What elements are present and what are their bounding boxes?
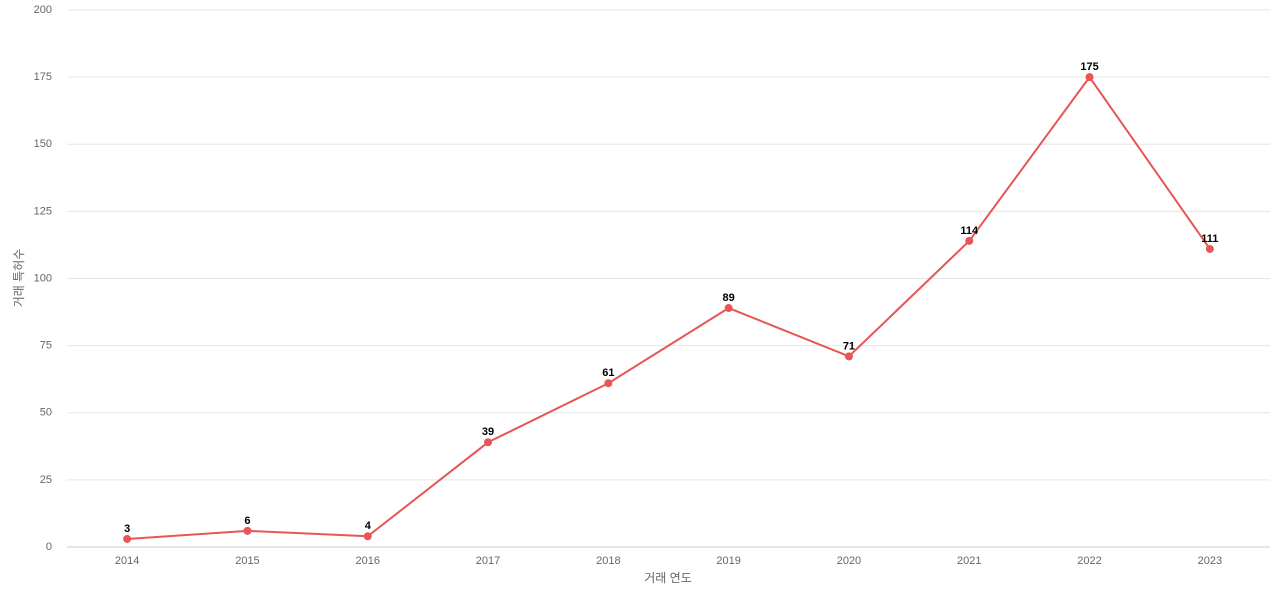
value-label: 114 [960,225,979,237]
point [965,236,974,245]
point [844,352,853,361]
x-tick-label: 2016 [356,555,380,567]
point [484,438,493,447]
x-tick-label: 2014 [115,555,139,567]
x-tick-label: 2023 [1198,555,1222,567]
point [604,379,613,388]
y-axis-title: 거래 특허수 [12,249,26,308]
point [363,532,372,541]
value-label: 3 [124,523,130,535]
x-tick-label: 2019 [716,555,740,567]
point [123,534,132,543]
x-tick-label: 2015 [235,555,259,567]
value-label: 39 [482,426,494,438]
y-tick-label: 50 [40,407,52,419]
value-label: 71 [843,340,855,352]
x-tick-label: 2018 [596,555,620,567]
x-tick-label: 2017 [476,555,500,567]
y-tick-label: 200 [34,4,52,16]
line [127,75,1211,540]
value-label: 6 [244,515,250,527]
value-label: 89 [723,292,735,304]
x-axis-title: 거래 연도 [644,571,692,585]
value-label: 111 [1201,233,1218,245]
x-tick-label: 2021 [957,555,981,567]
y-tick-label: 175 [34,71,52,83]
point [1205,244,1214,253]
y-tick-label: 150 [34,138,52,150]
x-tick-label: 2020 [837,555,861,567]
y-tick-label: 25 [40,474,52,486]
value-label: 175 [1080,61,1098,73]
x-tick-label: 2022 [1077,555,1101,567]
value-label: 61 [602,367,614,379]
point [243,526,252,535]
value-label: 4 [365,520,372,532]
y-tick-label: 125 [34,205,52,217]
point [1085,73,1094,82]
y-tick-label: 75 [40,340,52,352]
point [724,304,733,313]
y-tick-label: 100 [34,272,52,284]
y-tick-label: 0 [46,541,52,553]
